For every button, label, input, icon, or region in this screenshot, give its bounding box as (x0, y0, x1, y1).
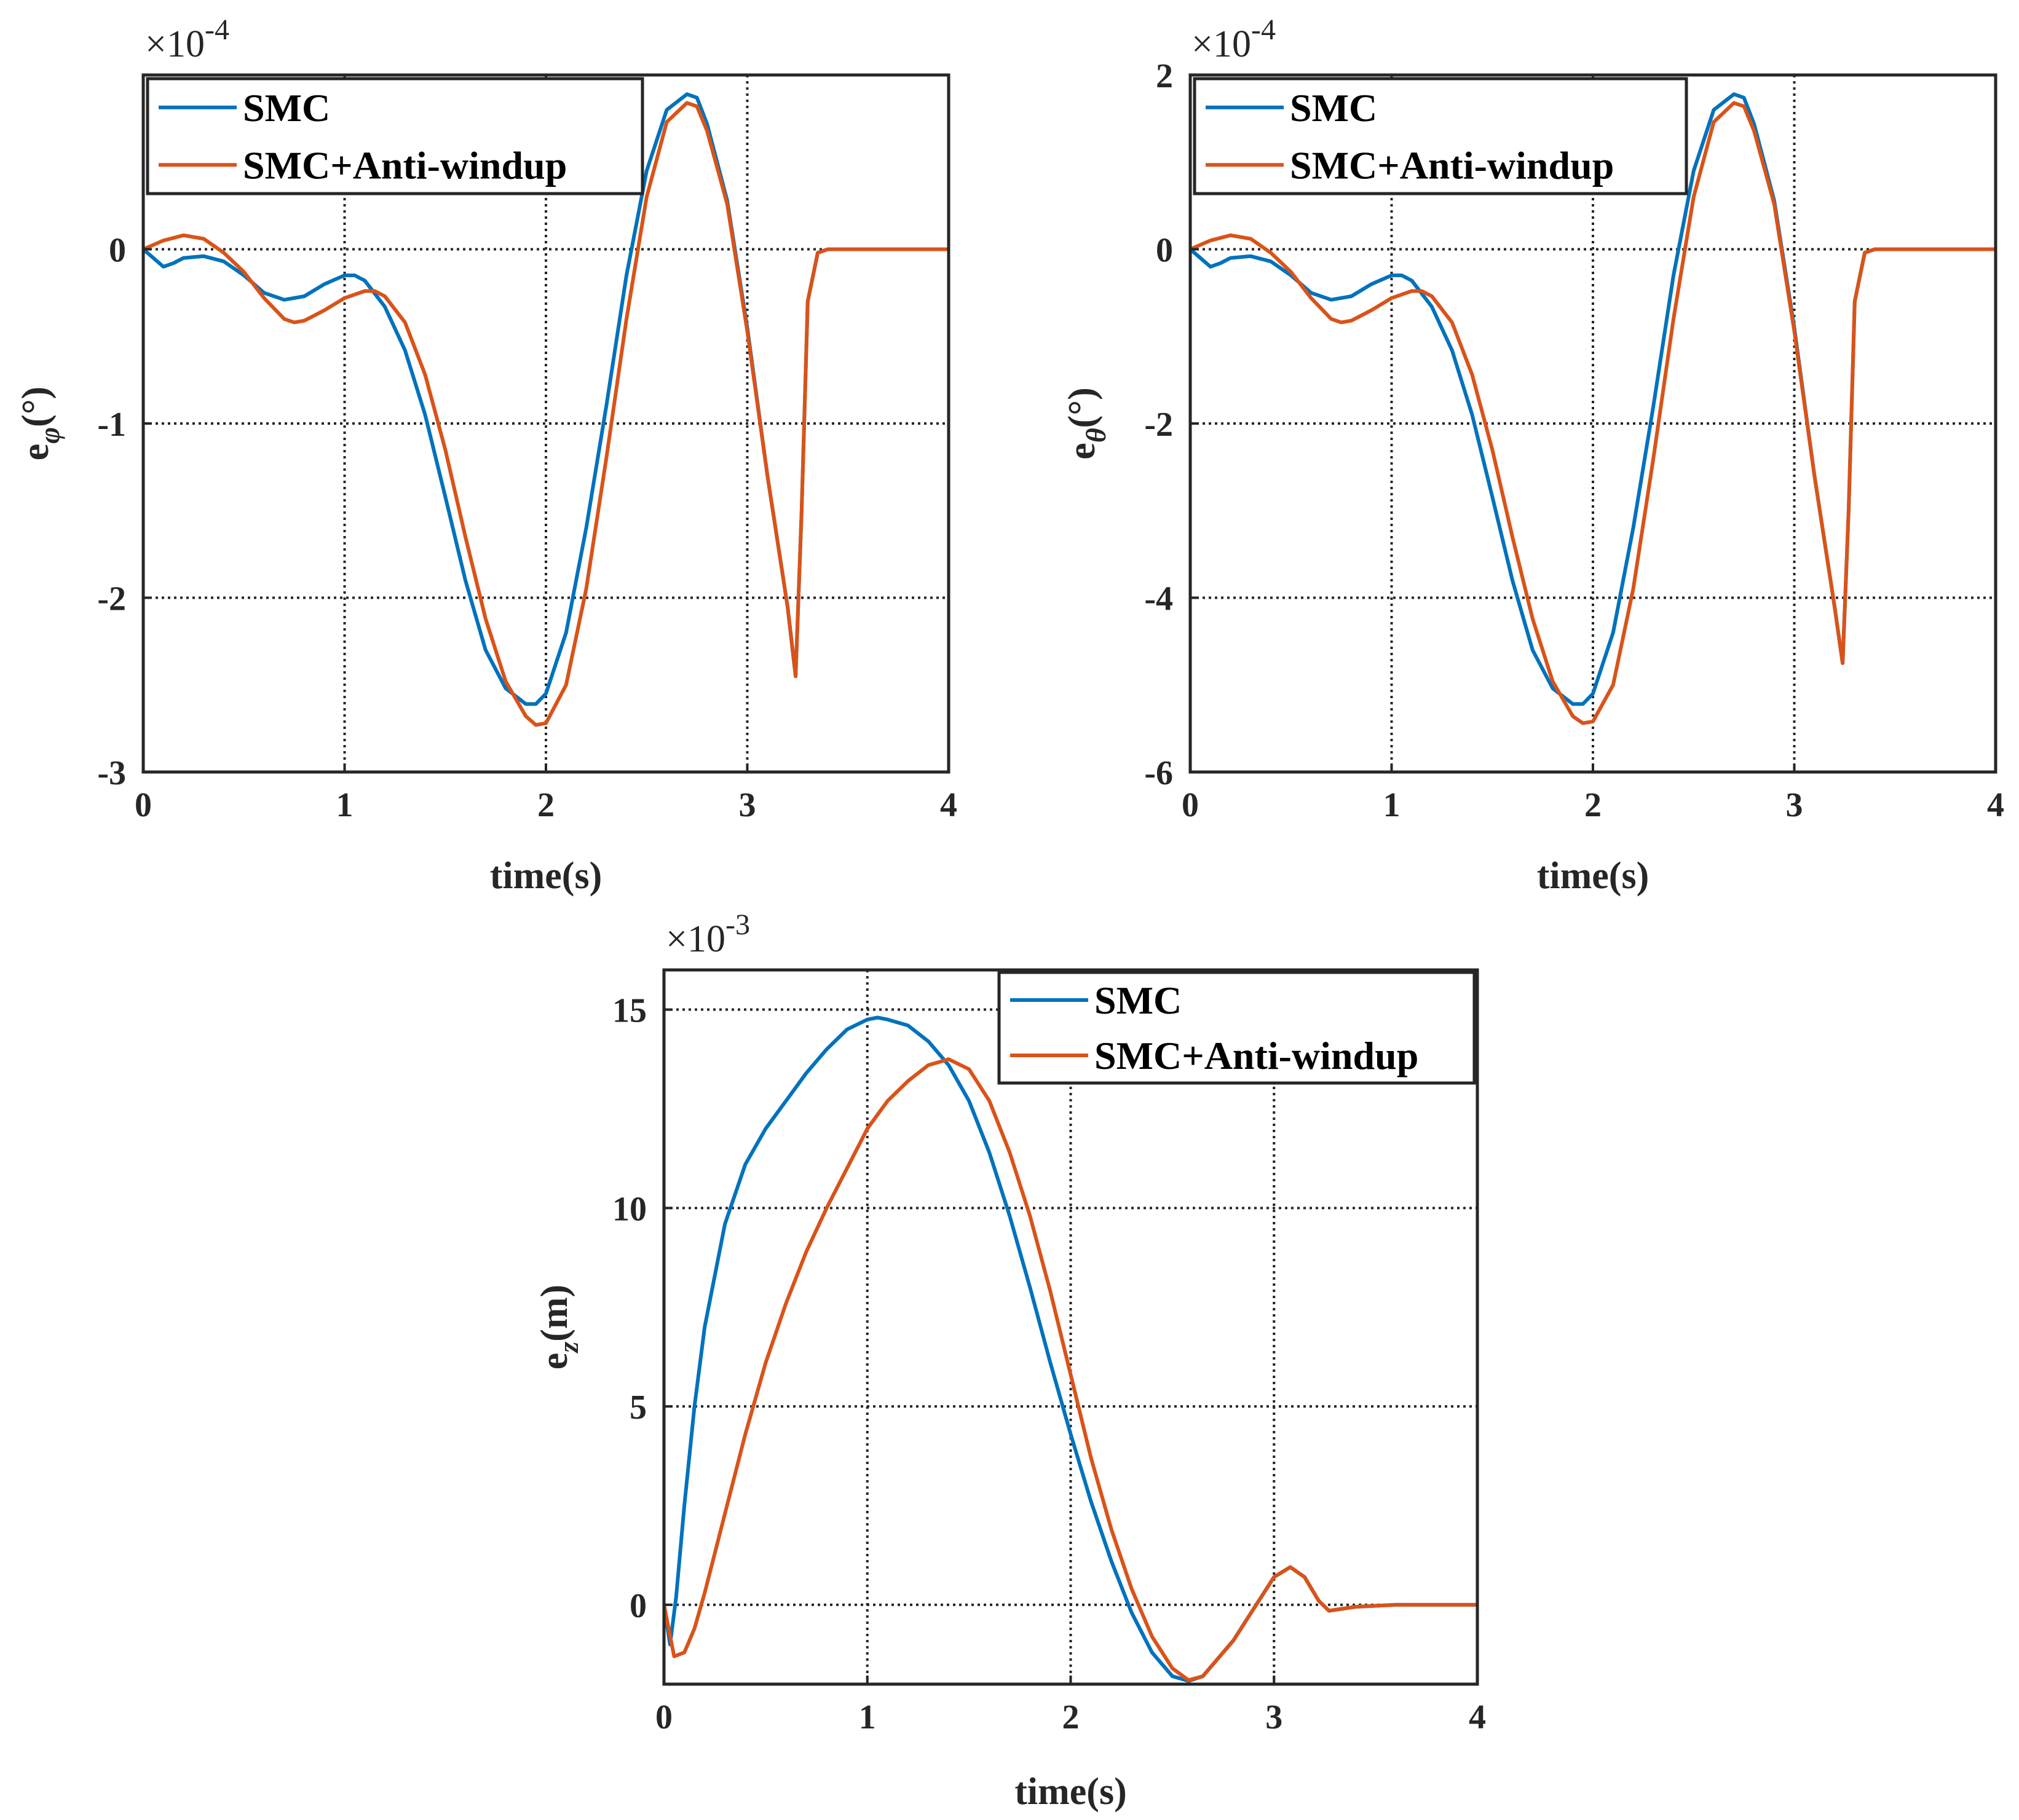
x-tick-label: 2 (1062, 1698, 1080, 1736)
legend-label: SMC+Anti-windup (243, 143, 567, 187)
x-tick-label: 4 (1987, 786, 2004, 824)
x-axis-label: time(s) (490, 855, 602, 897)
exponent-base: ×10 (1191, 23, 1251, 65)
y-label-unit: (m) (534, 1285, 575, 1342)
exponent-base: ×10 (145, 23, 205, 65)
y-label-main: e (534, 1353, 575, 1370)
y-label-subscript: θ (1080, 428, 1112, 443)
axis-exponent-label: ×10-3 (666, 908, 750, 960)
x-tick-label: 4 (1469, 1698, 1486, 1736)
y-label-unit: (°) (15, 387, 57, 427)
y-tick-label: 5 (630, 1389, 647, 1427)
y-label-main: e (15, 444, 57, 461)
exponent-base: ×10 (666, 918, 725, 960)
y-label-subscript: z (553, 1342, 584, 1354)
y-axis-label: ez(m) (534, 1285, 584, 1369)
y-label-main: e (1061, 443, 1103, 460)
legend-label: SMC+Anti-windup (1094, 1034, 1418, 1077)
x-tick-label: 1 (336, 786, 354, 824)
y-tick-label: -2 (1144, 406, 1173, 444)
axis-exponent-label: ×10-4 (145, 14, 229, 65)
y-tick-label: 2 (1156, 57, 1173, 95)
legend: SMC SMC+Anti-windup (146, 77, 644, 195)
y-tick-label: 0 (109, 232, 126, 270)
x-axis-label: time(s) (1537, 855, 1649, 897)
x-tick-label: 0 (1182, 786, 1199, 824)
y-tick-label: 0 (1156, 232, 1173, 270)
x-tick-label: 3 (1265, 1698, 1282, 1736)
chart-3: 0 1 2 3 4 0 5 10 15 ×10-3 time(s) ez(m) SMC SMC+Anti-… (534, 908, 1486, 1813)
legend-label: SMC (1094, 979, 1182, 1022)
x-tick-label: 1 (1383, 786, 1401, 824)
x-tick-label: 0 (135, 786, 152, 824)
exponent-power: -4 (1251, 14, 1276, 46)
y-tick-label: -3 (97, 754, 126, 792)
legend-label: SMC (243, 86, 330, 130)
exponent-power: -4 (205, 14, 229, 46)
grid (664, 970, 1477, 1684)
y-tick-label: 0 (630, 1587, 647, 1625)
x-tick-label: 3 (739, 786, 756, 824)
x-tick-label: 0 (655, 1698, 673, 1736)
legend-label: SMC (1290, 86, 1377, 130)
y-tick-label: 10 (612, 1190, 647, 1228)
series-line-2 (143, 101, 949, 727)
legend-box (146, 77, 644, 195)
legend: SMC SMC+Anti-windup (1193, 77, 1688, 195)
series-line-2 (664, 1057, 1477, 1682)
chart-2: 0 1 2 3 4-6-4-202×10-4time(s)eθ(°)SMCSMC+Ant… (1061, 14, 2004, 897)
legend-box (997, 971, 1476, 1085)
y-axis-label: eθ(°) (1061, 387, 1112, 460)
x-tick-label: 4 (940, 786, 957, 824)
y-tick-label: -2 (97, 580, 126, 618)
chart-1: 0 1 2 3 4 -3 -2 -1 0 ×10-4 time(s) eφ(°) SMC SMC+Anti… (15, 14, 957, 897)
x-tick-label: 1 (859, 1698, 876, 1736)
y-label-unit: (°) (1061, 387, 1103, 428)
y-tick-label: -4 (1144, 580, 1173, 618)
x-tick-label: 2 (537, 786, 555, 824)
x-axis-label: time(s) (1014, 1771, 1126, 1813)
x-tick-label: 2 (1584, 786, 1602, 824)
grid (143, 75, 949, 772)
axis-exponent-label: ×10-4 (1191, 14, 1276, 65)
y-tick-label: 15 (612, 992, 647, 1030)
legend: SMC SMC+Anti-windup (997, 971, 1476, 1085)
y-tick-label: -6 (1144, 754, 1173, 792)
legend-label: SMC+Anti-windup (1290, 143, 1614, 187)
y-axis-label: eφ(°) (15, 387, 65, 461)
exponent-power: -3 (725, 908, 750, 941)
grid (1190, 75, 1996, 772)
series-line-2 (1190, 101, 1996, 725)
y-label-subscript: φ (34, 427, 65, 444)
x-tick-label: 3 (1786, 786, 1803, 824)
legend-box (1193, 77, 1688, 195)
y-tick-label: -1 (97, 406, 126, 444)
